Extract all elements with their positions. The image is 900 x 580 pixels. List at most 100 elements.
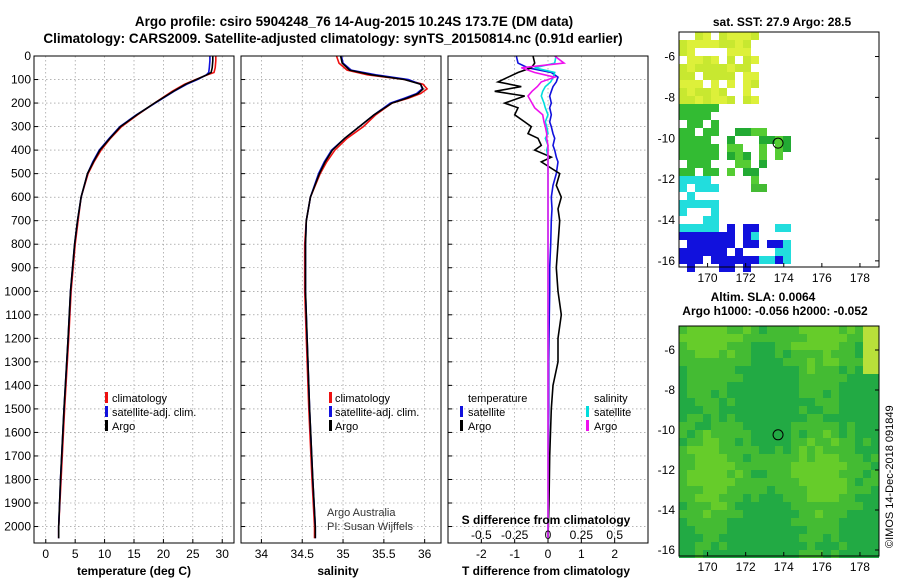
- legend-swatch-climatology: [329, 392, 332, 403]
- sla-cell: [855, 470, 863, 478]
- sla-cell: [767, 326, 775, 334]
- sla-cell: [815, 454, 823, 462]
- sla-cell: [679, 534, 687, 542]
- sst-cell: [711, 144, 719, 152]
- sla-cell: [871, 358, 879, 366]
- sla-cell: [727, 446, 735, 454]
- sla-cell: [791, 430, 799, 438]
- sla-cell: [679, 374, 687, 382]
- sla-cell: [679, 454, 687, 462]
- sla-cell: [839, 334, 847, 342]
- sst-cell: [775, 248, 783, 256]
- sst-cell: [687, 256, 695, 264]
- sla-cell: [783, 494, 791, 502]
- sla-cell: [759, 382, 767, 390]
- sla-cell: [711, 542, 719, 550]
- sst-cell: [735, 128, 743, 136]
- sst-cell: [703, 176, 711, 184]
- sst-cell: [735, 232, 743, 240]
- sla-cell: [751, 494, 759, 502]
- sst-cell: [711, 224, 719, 232]
- sst-cell: [687, 176, 695, 184]
- sst-cell: [679, 96, 687, 104]
- sst-cell: [679, 112, 687, 120]
- sst-cell: [743, 64, 751, 72]
- sla-cell: [735, 534, 743, 542]
- sla-cell: [695, 534, 703, 542]
- sla-cell: [831, 382, 839, 390]
- lat-tick-label: -14: [658, 503, 676, 517]
- x-tick-label: 34: [255, 547, 269, 561]
- sla-cell: [855, 430, 863, 438]
- sla-cell: [687, 550, 695, 558]
- sla-cell: [703, 350, 711, 358]
- sla-map-cells: [679, 326, 879, 558]
- sla-cell: [719, 478, 727, 486]
- depth-tick-label: 900: [11, 261, 31, 275]
- x-tick-label: 0: [42, 547, 49, 561]
- sla-cell: [863, 406, 871, 414]
- sla-cell: [863, 470, 871, 478]
- sla-cell: [855, 454, 863, 462]
- sla-cell: [695, 502, 703, 510]
- sla-cell: [759, 534, 767, 542]
- sla-cell: [775, 350, 783, 358]
- sla-cell: [799, 350, 807, 358]
- sla-cell: [831, 470, 839, 478]
- sla-cell: [847, 382, 855, 390]
- figure-title-line1: Argo profile: csiro 5904248_76 14-Aug-20…: [135, 14, 573, 29]
- sla-cell: [871, 518, 879, 526]
- sla-cell: [695, 526, 703, 534]
- sla-cell: [751, 502, 759, 510]
- sla-cell: [711, 366, 719, 374]
- sla-cell: [815, 470, 823, 478]
- sla-cell: [679, 366, 687, 374]
- sla-cell: [855, 422, 863, 430]
- sla-cell: [719, 518, 727, 526]
- sst-cell: [743, 232, 751, 240]
- sla-cell: [871, 326, 879, 334]
- sla-cell: [767, 510, 775, 518]
- sst-cell: [695, 56, 703, 64]
- sla-cell: [855, 374, 863, 382]
- legend-swatch-satellite: [329, 406, 332, 417]
- legend-swatch-s-argo: [586, 420, 589, 431]
- series-line-argo: [304, 56, 424, 539]
- imos-watermark: ©IMOS 14-Dec-2018 091849: [884, 405, 896, 548]
- sla-cell: [687, 438, 695, 446]
- sla-cell: [839, 486, 847, 494]
- sla-cell: [751, 518, 759, 526]
- sst-cell: [687, 144, 695, 152]
- sla-cell: [783, 454, 791, 462]
- sla-cell: [687, 366, 695, 374]
- sst-cell: [743, 96, 751, 104]
- sla-cell: [711, 414, 719, 422]
- sla-cell: [815, 502, 823, 510]
- sla-cell: [871, 446, 879, 454]
- difference-series: [494, 56, 567, 539]
- sst-map-title: sat. SST: 27.9 Argo: 28.5: [713, 15, 852, 29]
- depth-tick-label: 1600: [4, 425, 31, 439]
- sla-cell: [687, 526, 695, 534]
- sst-cell: [775, 224, 783, 232]
- sst-cell: [767, 240, 775, 248]
- sst-cell: [703, 104, 711, 112]
- sla-cell: [695, 438, 703, 446]
- sla-cell: [711, 494, 719, 502]
- sst-cell: [775, 240, 783, 248]
- sla-cell: [727, 486, 735, 494]
- sla-cell: [679, 326, 687, 334]
- sla-cell: [807, 518, 815, 526]
- sla-cell: [839, 422, 847, 430]
- sla-cell: [703, 334, 711, 342]
- sla-cell: [831, 334, 839, 342]
- sla-cell: [847, 542, 855, 550]
- sla-cell: [751, 454, 759, 462]
- sla-cell: [815, 406, 823, 414]
- sst-cell: [703, 56, 711, 64]
- sla-cell: [839, 478, 847, 486]
- sst-cell: [751, 256, 759, 264]
- sla-cell: [703, 454, 711, 462]
- sla-cell: [775, 422, 783, 430]
- sst-cell: [703, 160, 711, 168]
